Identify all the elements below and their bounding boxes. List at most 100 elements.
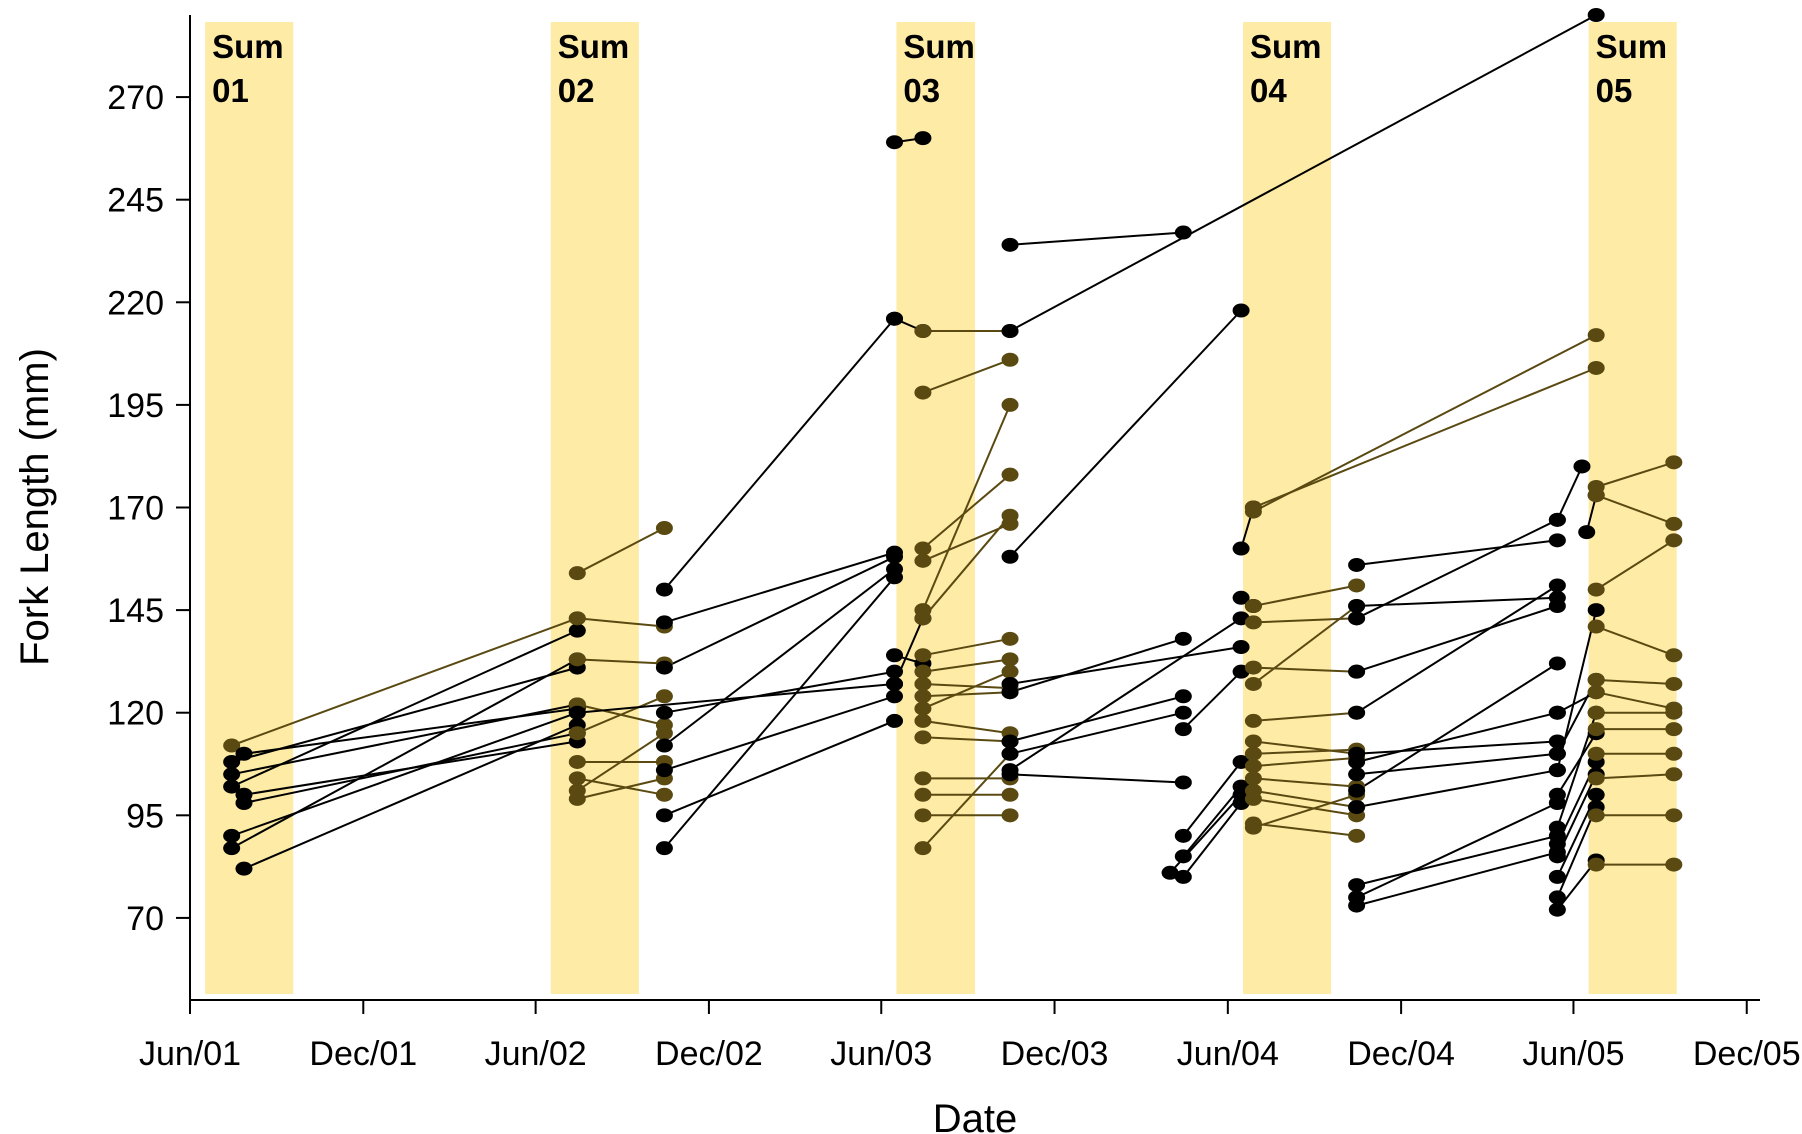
fish-point-61-1: [1174, 849, 1192, 864]
fish-point-40-2: [1001, 652, 1019, 667]
fish-line-89: [1356, 662, 1558, 792]
fish-line-25: [663, 568, 896, 747]
y-tick-label-145: 145: [107, 592, 164, 630]
fish-point-15-2: [655, 689, 673, 704]
fish-point-19-1: [568, 791, 586, 806]
x-tick-label-5: Jun/03: [830, 1035, 932, 1073]
fish-line-37: [922, 515, 1011, 619]
fish-point-52-1: [1001, 549, 1019, 564]
fish-point-102-2: [1587, 787, 1605, 802]
fish-line-54: [1009, 695, 1184, 743]
fish-point-31-1: [886, 676, 904, 691]
fish-point-60-1: [1174, 828, 1192, 843]
fish-point-64-1: [1232, 541, 1250, 556]
fish-line-110: [1596, 678, 1674, 685]
fish-point-88-1: [1348, 767, 1366, 782]
fish-point-84-1: [1348, 664, 1366, 679]
fish-point-73-1: [1244, 734, 1262, 749]
fish-line-108: [1595, 539, 1675, 591]
fish-point-106-2: [1665, 455, 1683, 470]
fish-line-71: [1252, 605, 1358, 685]
fish-point-9-1: [235, 787, 253, 802]
fish-line-75: [1253, 756, 1357, 768]
fish-point-110-1: [1587, 672, 1605, 687]
fish-line-45: [922, 736, 1011, 743]
fish-point-58-1: [1001, 685, 1019, 700]
fish-line-21: [663, 318, 896, 591]
y-ticks: 70 95 120 145 170 195 220 245 270: [107, 79, 190, 938]
fish-point-95-1: [1548, 763, 1566, 778]
fish-line-52: [1009, 309, 1242, 558]
fish-line-109: [1595, 625, 1675, 657]
x-tick-label-4: Dec/02: [655, 1035, 763, 1073]
fish-point-32-1: [886, 648, 904, 663]
fish-line-115: [1596, 773, 1674, 780]
x-axis-title: Date: [933, 1097, 1018, 1134]
summer-band-2: [550, 22, 639, 994]
fish-line-22: [664, 551, 895, 624]
fish-point-29-2: [914, 131, 932, 146]
fish-line-67: [1253, 367, 1597, 509]
fish-point-39-2: [1001, 631, 1019, 646]
fish-point-87-1: [1348, 754, 1366, 769]
summer-bands: Sum 01 Sum 02 Sum 03 Sum 04 Sum 05: [205, 22, 1677, 994]
fish-point-81-2: [1548, 533, 1566, 548]
fish-line-13: [577, 658, 665, 665]
fish-line-56: [1009, 773, 1184, 784]
fish-line-70: [1253, 666, 1357, 673]
fish-line-9: [243, 740, 578, 796]
fish-line-50: [1009, 14, 1597, 332]
fish-point-112-1: [1587, 705, 1605, 720]
fish-line-82: [1356, 596, 1558, 607]
fish-line-38: [921, 404, 1011, 611]
fish-line-18: [576, 732, 665, 792]
fish-point-55-1: [1001, 746, 1019, 761]
fish-line-98: [1556, 732, 1598, 796]
fish-point-50-2: [1587, 8, 1605, 22]
fish-point-48-1: [914, 808, 932, 823]
fish-point-67-1: [1244, 500, 1262, 515]
fish-point-117-1: [1587, 857, 1605, 872]
fish-point-91-1: [1348, 878, 1366, 893]
fish-point-10-1: [235, 861, 253, 876]
fish-point-104-1: [1548, 902, 1566, 917]
fish-line-92: [1356, 802, 1558, 899]
fish-point-4-2: [568, 623, 586, 638]
fish-line-19: [577, 777, 665, 800]
fish-point-17-1: [568, 771, 586, 786]
fish-point-43-1: [914, 701, 932, 716]
fish-line-49: [922, 753, 1011, 849]
fish-point-68-1: [1244, 599, 1262, 613]
fish-point-74-1: [1244, 746, 1262, 761]
fish-line-7: [243, 707, 578, 755]
fish-point-63-1: [1174, 722, 1192, 737]
fish-point-108-1: [1587, 582, 1605, 597]
fish-point-55-2: [1174, 705, 1192, 720]
fish-point-109-1: [1587, 619, 1605, 634]
y-tick-label-170: 170: [107, 490, 164, 528]
fish-point-113-1: [1587, 722, 1605, 737]
fish-point-45-1: [914, 730, 932, 745]
fish-point-86-2: [1548, 734, 1566, 749]
fish-line-86: [1356, 740, 1558, 755]
fish-point-99-1: [1548, 820, 1566, 835]
fish-line-106: [1595, 461, 1675, 488]
fish-point-33-1: [914, 324, 932, 339]
fish-point-114-1: [1587, 746, 1605, 761]
fish-line-11: [576, 527, 665, 575]
summer-band-label-3-2: 03: [903, 72, 940, 109]
fish-point-85-1: [1348, 705, 1366, 720]
fish-point-38-1: [914, 603, 932, 618]
fish-line-111: [1595, 691, 1675, 710]
fish-point-4-1: [223, 779, 241, 794]
fish-point-16-1: [568, 754, 586, 769]
summer-band-label-5-1: Sum: [1596, 28, 1668, 65]
fish-line-68: [1253, 584, 1357, 607]
y-tick-label-245: 245: [107, 182, 164, 220]
fish-point-107-1: [1587, 488, 1605, 503]
fish-point-1-1: [223, 738, 241, 753]
fish-point-52-2: [1232, 303, 1250, 318]
fish-point-28-2: [886, 570, 904, 585]
fish-line-6: [231, 658, 578, 849]
fish-point-34-2: [1001, 352, 1019, 367]
